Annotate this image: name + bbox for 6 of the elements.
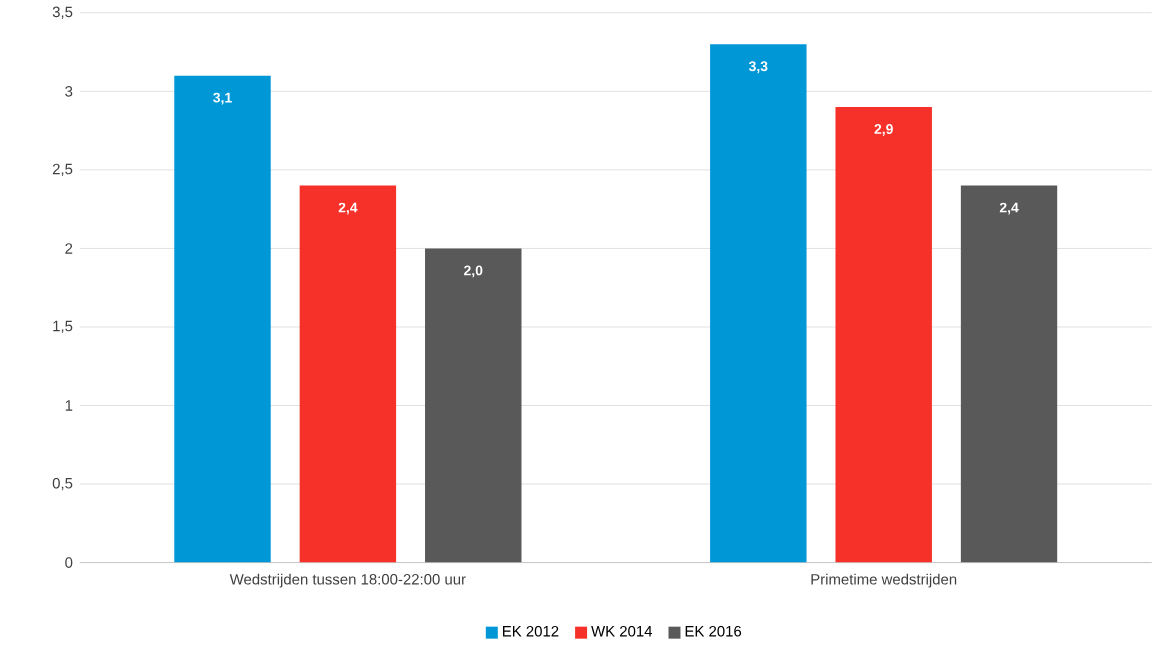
bar: [299, 185, 397, 563]
bar: [960, 185, 1058, 563]
bar: [174, 75, 271, 563]
bar: [710, 43, 807, 563]
bar: [425, 248, 522, 563]
bar: [835, 106, 932, 563]
